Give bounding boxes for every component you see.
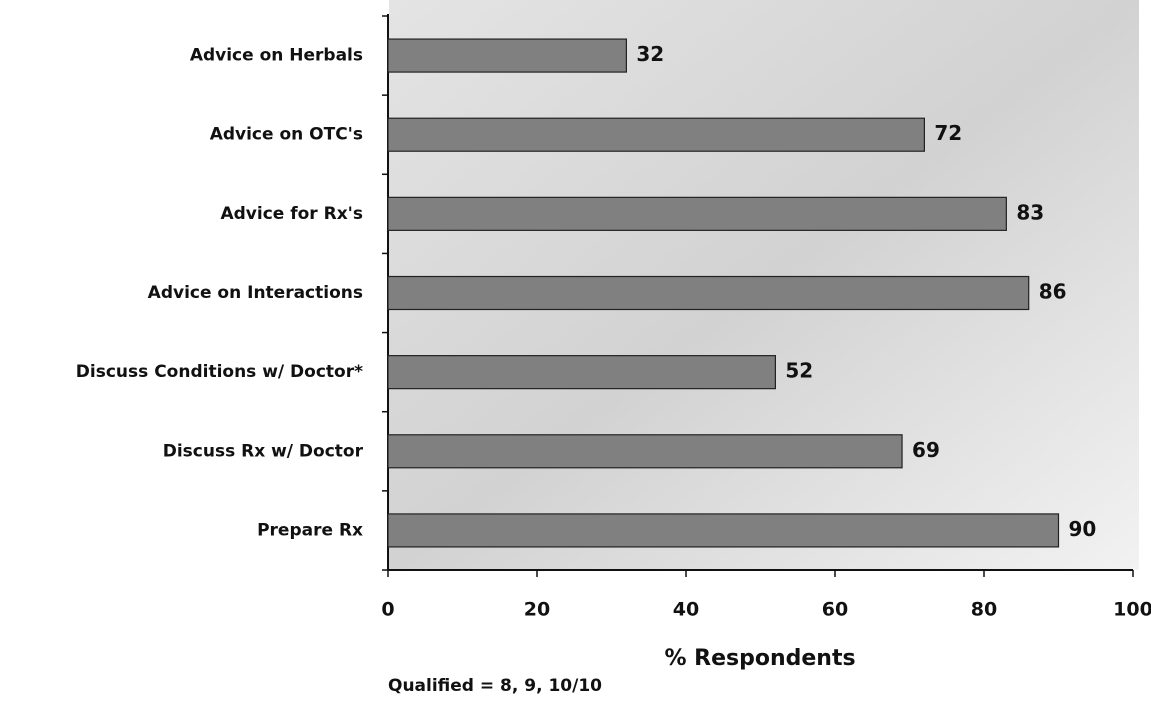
y-tick-label: Prepare Rx xyxy=(257,520,363,540)
y-tick-label: Advice on OTC's xyxy=(210,125,363,145)
x-tick-label: 40 xyxy=(673,599,699,621)
x-axis-label: % Respondents xyxy=(664,646,855,671)
y-tick-label: Advice on Herbals xyxy=(190,46,363,66)
bar xyxy=(387,513,1060,548)
bar xyxy=(387,355,776,390)
y-tick-label: Advice for Rx's xyxy=(220,204,363,224)
value-label: 72 xyxy=(934,121,962,145)
value-label: 86 xyxy=(1039,280,1067,304)
x-tick-label: 60 xyxy=(822,599,848,621)
x-tick-label: 20 xyxy=(524,599,550,621)
value-label: 83 xyxy=(1016,200,1044,224)
bar xyxy=(387,434,903,469)
x-tick-label: 0 xyxy=(381,599,394,621)
y-tick-label: Advice on Interactions xyxy=(148,283,363,303)
value-label: 90 xyxy=(1069,517,1097,541)
bar xyxy=(387,275,1030,311)
y-tick-label: Discuss Conditions w/ Doctor* xyxy=(76,362,363,382)
bar xyxy=(387,196,1007,231)
value-label: 69 xyxy=(912,438,940,462)
y-tick-label: Discuss Rx w/ Doctor xyxy=(163,441,364,461)
bar xyxy=(387,117,926,152)
bar xyxy=(387,38,627,73)
value-label: 32 xyxy=(636,42,664,66)
x-tick-label: 100 xyxy=(1113,599,1151,621)
footnote: Qualified = 8, 9, 10/10 xyxy=(388,676,602,696)
x-tick-label: 80 xyxy=(971,599,997,621)
value-label: 52 xyxy=(785,359,813,383)
